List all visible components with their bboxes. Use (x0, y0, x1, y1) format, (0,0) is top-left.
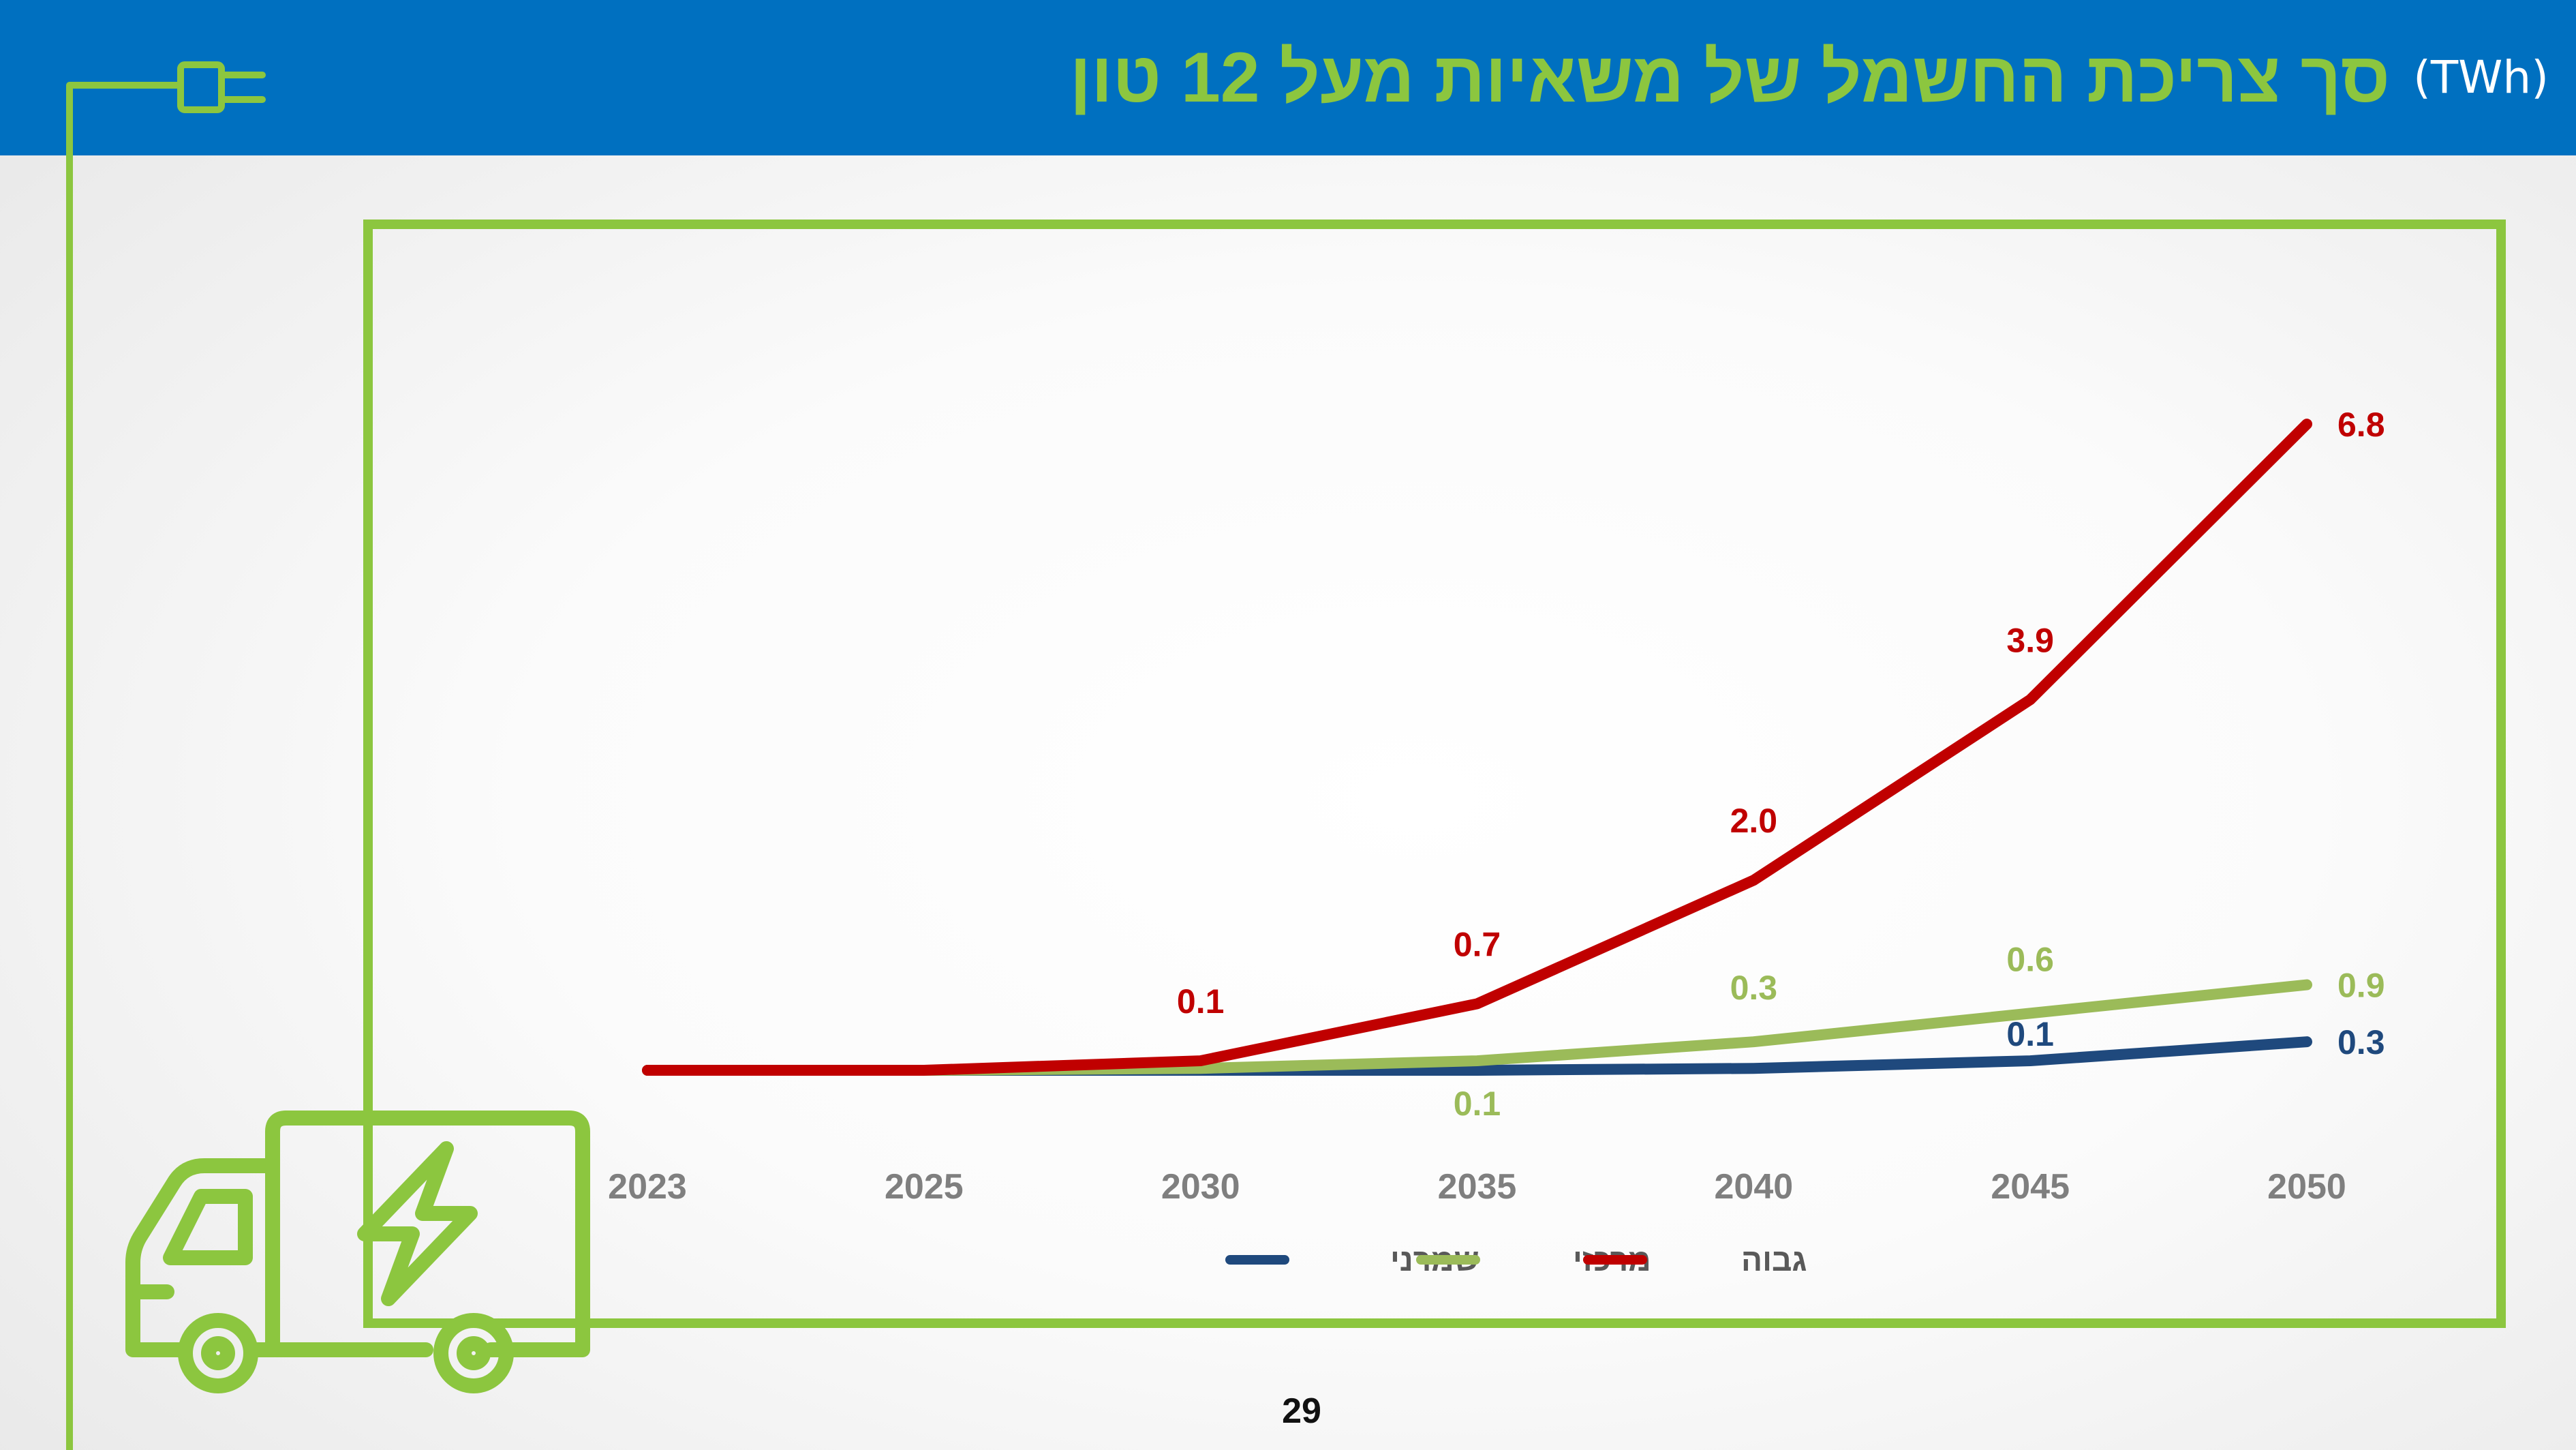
data-label-high: 3.9 (2006, 621, 2054, 659)
x-tick-label: 2035 (1438, 1167, 1517, 1207)
data-label-high: 0.7 (1454, 925, 1501, 963)
data-label-central: 0.6 (2006, 940, 2054, 978)
series-line-high (642, 419, 2312, 1076)
data-label-central: 0.9 (2337, 967, 2385, 1005)
title-unit: (TWh) (2413, 51, 2549, 104)
data-labels: 0.1 0.3 0.1 0.3 0.6 0.9 0.1 0.7 2.0 3.9 6.8 (1177, 406, 2385, 1123)
header-bar: סך צריכת החשמל של משאיות מעל 12 טון (TWh… (0, 0, 2576, 155)
x-tick-label: 2030 (1161, 1167, 1240, 1207)
x-tick-label: 2023 (608, 1167, 687, 1207)
series-layer (642, 419, 2312, 1076)
data-label-central: 0.1 (1454, 1085, 1501, 1123)
data-label-high: 2.0 (1730, 802, 1778, 840)
x-tick-label: 2050 (2267, 1167, 2346, 1207)
data-label-high: 0.1 (1177, 982, 1225, 1021)
data-label-central: 0.3 (1730, 969, 1778, 1007)
page-number: 29 (1282, 1391, 1321, 1431)
legend-item-high: גבוה (1583, 1242, 1807, 1278)
title-group: סך צריכת החשמל של משאיות מעל 12 טון (TWh… (1070, 0, 2549, 155)
data-label-conservative: 0.1 (2006, 1015, 2054, 1053)
x-axis-ticks: 2023 2025 2030 2035 2040 2045 2050 (608, 1167, 2346, 1207)
x-tick-label: 2040 (1714, 1167, 1793, 1207)
lightning-bolt-icon (357, 1141, 478, 1306)
page-title: סך צריכת החשמל של משאיות מעל 12 טון (1069, 38, 2391, 117)
data-label-conservative: 0.3 (2337, 1023, 2385, 1061)
legend-label: גבוה (1741, 1242, 1807, 1278)
legend: שמרנימרכזיגבוה (1225, 1242, 1807, 1278)
chart-frame (363, 220, 2506, 1328)
x-tick-label: 2045 (1991, 1167, 2070, 1207)
data-label-high: 6.8 (2337, 406, 2385, 444)
x-tick-label: 2025 (885, 1167, 964, 1207)
